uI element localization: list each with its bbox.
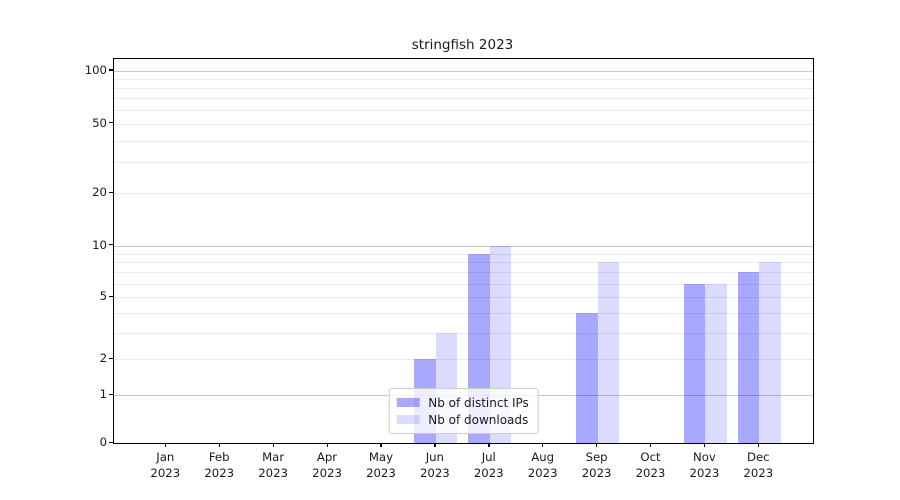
x-tick-label-month: Jun (425, 450, 444, 464)
gridline-minor (114, 262, 813, 264)
x-tick-label: Mar 2023 (258, 449, 288, 481)
x-tick-label-month: Sep (585, 450, 608, 464)
x-tick-label-month: Feb (208, 450, 230, 464)
y-tick-label: 5 (99, 289, 107, 304)
x-tick-label-month: Mar (262, 450, 285, 464)
legend-label-downloads: Nb of downloads (428, 412, 529, 427)
legend-swatch-distinct-ips (396, 398, 420, 407)
x-tick-label-year: 2023 (204, 466, 235, 480)
bar-nb-of-downloads (759, 262, 781, 443)
y-tick-label: 10 (92, 237, 107, 252)
gridline-minor (114, 333, 813, 335)
gridline-major (114, 70, 813, 72)
x-tick-mark (218, 443, 220, 447)
x-tick-mark (649, 443, 652, 447)
y-tick-mark (109, 295, 113, 297)
y-tick-mark (109, 244, 113, 246)
chart-title: stringfish 2023 (411, 37, 514, 53)
legend-swatch-downloads (396, 415, 420, 424)
legend: Nb of distinct IPs Nb of downloads (388, 388, 539, 434)
y-tick-label: 2 (99, 351, 107, 366)
x-tick-label: Oct 2023 (636, 449, 666, 481)
gridline-minor (114, 78, 813, 80)
gridline-minor (114, 193, 813, 195)
x-tick-mark (272, 443, 274, 447)
y-tick-mark (109, 441, 113, 443)
x-tick-label-year: 2023 (366, 466, 396, 480)
x-tick-label-month: Jan (156, 450, 175, 464)
gridline-minor (114, 162, 813, 164)
x-tick-mark (380, 443, 382, 447)
bar-nb-of-distinct-ips (737, 272, 760, 443)
x-tick-mark (488, 443, 490, 447)
y-tick-label: 20 (92, 185, 107, 200)
x-tick-label-month: May (368, 450, 394, 464)
x-tick-label-year: 2023 (689, 466, 720, 480)
x-tick-label-year: 2023 (473, 466, 504, 480)
x-tick-label-year: 2023 (150, 466, 181, 480)
bar-nb-of-distinct-ips (683, 283, 706, 443)
x-tick-label: May 2023 (366, 449, 396, 481)
y-tick-mark (109, 393, 113, 396)
gridline-minor (114, 140, 813, 142)
gridline-minor (114, 109, 813, 111)
bar-nb-of-distinct-ips (575, 313, 598, 443)
x-tick-mark (596, 443, 598, 447)
x-tick-label-year: 2023 (419, 466, 450, 480)
y-tick-mark (109, 357, 113, 360)
gridline-minor (114, 283, 813, 285)
x-tick-label: Jul 2023 (474, 449, 504, 481)
x-tick-label: Aug 2023 (528, 449, 558, 481)
x-tick-label-month: Dec (746, 450, 770, 464)
x-tick-label: Dec 2023 (743, 449, 773, 481)
x-tick-mark (164, 443, 167, 447)
x-tick-mark (326, 443, 328, 447)
gridline-minor (114, 359, 813, 361)
legend-item-distinct-ips: Nb of distinct IPs (396, 394, 529, 411)
gridline-minor (114, 98, 813, 100)
bar-nb-of-downloads (597, 262, 620, 443)
x-tick-label: Apr 2023 (312, 449, 342, 481)
y-tick-mark (109, 122, 113, 124)
gridline-minor (114, 313, 813, 315)
x-tick-label-month: Nov (692, 450, 716, 464)
gridline-minor (114, 272, 813, 274)
gridline-major (114, 245, 813, 247)
x-tick-label: Jan 2023 (150, 449, 180, 481)
gridline-minor (114, 253, 813, 255)
x-tick-label-month: Apr (316, 450, 338, 464)
x-tick-label-month: Jul (481, 450, 496, 464)
y-tick-mark (109, 69, 113, 71)
x-tick-label-year: 2023 (527, 466, 558, 480)
x-tick-label: Nov 2023 (690, 449, 720, 481)
y-tick-label: 1 (99, 387, 107, 402)
x-tick-label-year: 2023 (312, 466, 342, 480)
x-tick-label-year: 2023 (581, 466, 612, 480)
y-tick-mark (109, 191, 113, 193)
x-tick-label: Feb 2023 (204, 449, 234, 481)
plot-area: Nb of distinct IPs Nb of downloads (113, 58, 814, 444)
gridline-minor (114, 123, 813, 125)
gridline-minor (114, 87, 813, 89)
x-tick-label-month: Oct (640, 450, 661, 464)
x-tick-label-year: 2023 (258, 466, 288, 480)
y-tick-label: 100 (84, 62, 107, 77)
x-tick-label-year: 2023 (743, 466, 774, 480)
x-tick-mark (703, 443, 706, 447)
legend-label-distinct-ips: Nb of distinct IPs (428, 395, 529, 410)
x-tick-mark (757, 443, 760, 447)
x-tick-mark (434, 443, 436, 447)
gridline-minor (114, 297, 813, 299)
y-tick-label: 50 (92, 115, 107, 130)
legend-item-downloads: Nb of downloads (396, 411, 529, 428)
x-tick-mark (542, 443, 544, 447)
x-tick-label-year: 2023 (635, 466, 666, 480)
bar-nb-of-downloads (705, 283, 727, 443)
x-tick-label: Sep 2023 (582, 449, 612, 481)
x-tick-label: Jun 2023 (420, 449, 450, 481)
x-tick-label-month: Aug (531, 450, 555, 464)
y-tick-label: 0 (99, 435, 107, 449)
